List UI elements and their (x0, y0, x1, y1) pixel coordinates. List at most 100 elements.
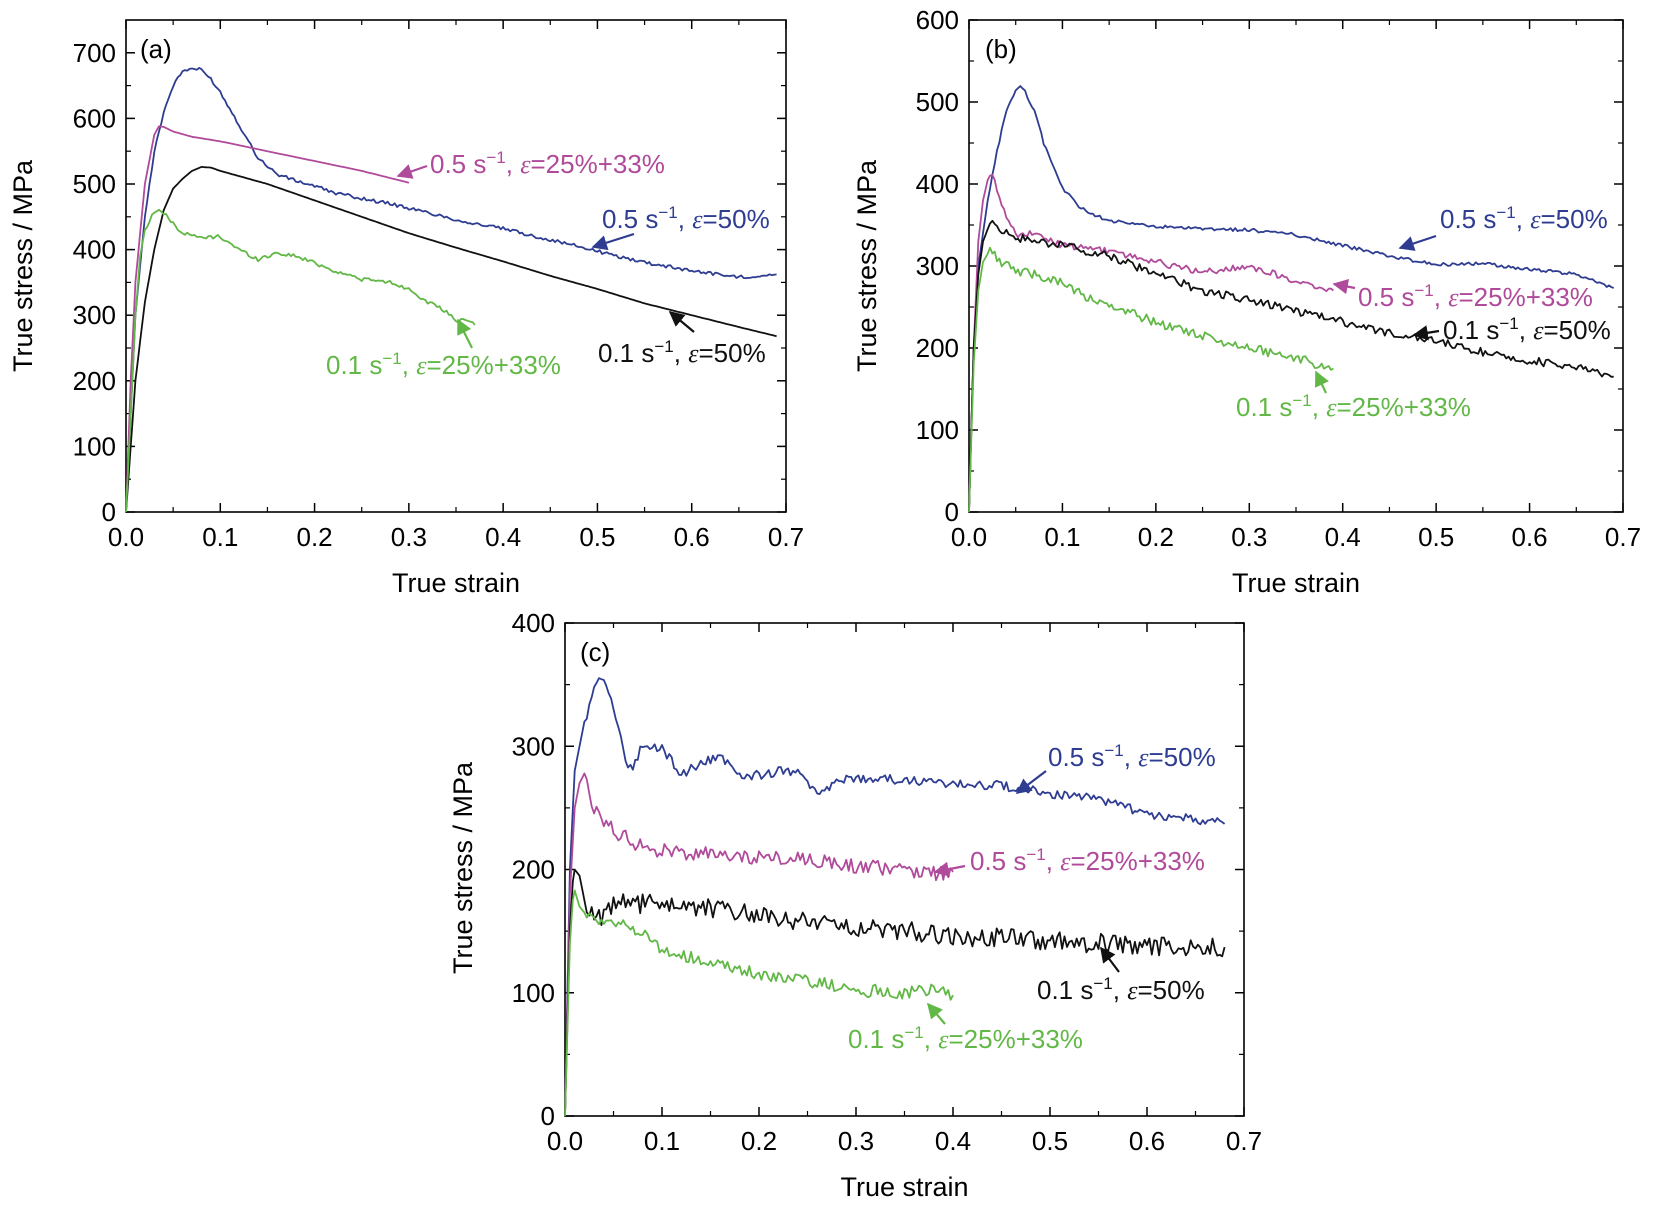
annotation-arrow (396, 164, 428, 179)
y-axis-title: True stress / MPa (852, 159, 882, 372)
y-tick-label: 400 (73, 235, 116, 265)
x-tick-label: 0.2 (741, 1126, 777, 1156)
series-line (564, 868, 1226, 1117)
x-tick-label: 0.3 (1231, 522, 1267, 552)
series-line (564, 677, 1226, 1117)
y-tick-label: 500 (73, 169, 116, 199)
y-tick-label: 0 (102, 497, 116, 527)
annotation-label: 0.5 s−1, ε=50% (1440, 203, 1608, 234)
annotation-arrow (1015, 770, 1047, 794)
series-line (125, 67, 777, 513)
annotation-label: 0.5 s−1, ε=50% (602, 203, 770, 234)
x-tick-label: 0.1 (1044, 522, 1080, 552)
series-annotation: 0.5 s−1, ε=50% (591, 203, 770, 251)
series-annotation: 0.1 s−1, ε=50% (598, 311, 766, 368)
y-tick-label: 200 (512, 855, 555, 885)
x-tick-label: 0.4 (485, 522, 521, 552)
annotation-arrow (668, 311, 695, 333)
chart-panel-2: 0.0 0.1 0.2 0.3 0.4 0.5 0.6 0.7 0 100 200 300 400 500… (852, 5, 1641, 598)
x-axis-title: True strain (840, 1172, 968, 1202)
y-tick-label: 0 (541, 1101, 555, 1131)
y-tick-label: 300 (916, 251, 959, 281)
series-line (968, 246, 1334, 513)
annotation-arrow (1332, 279, 1356, 295)
panel-label: (c) (580, 637, 610, 667)
y-tick-label: 300 (512, 731, 555, 761)
x-tick-label: 0.5 (579, 522, 615, 552)
plot-frame (968, 19, 1624, 513)
series-annotation: 0.1 s−1, ε=50% (1037, 946, 1205, 1005)
y-tick-label: 400 (916, 169, 959, 199)
y-tick-label: 700 (73, 38, 116, 68)
x-tick-label: 0.0 (547, 1126, 583, 1156)
y-tick-label: 500 (916, 87, 959, 117)
annotation-arrow (591, 232, 635, 251)
x-tick-label: 0.7 (768, 522, 804, 552)
x-tick-label: 0.2 (1138, 522, 1174, 552)
y-tick-label: 100 (916, 415, 959, 445)
plot-frame (125, 19, 787, 513)
y-tick-label: 300 (73, 300, 116, 330)
annotation-arrow (1412, 325, 1440, 341)
x-axis-title: True strain (392, 568, 520, 598)
x-tick-label: 0.0 (108, 522, 144, 552)
y-tick-label: 100 (73, 431, 116, 461)
annotation-arrow (1315, 370, 1329, 394)
series-annotation: 0.5 s−1, ε=50% (1398, 203, 1608, 251)
x-tick-label: 0.1 (644, 1126, 680, 1156)
y-tick-label: 200 (916, 333, 959, 363)
x-tick-label: 0.4 (935, 1126, 971, 1156)
panel-label: (b) (985, 34, 1017, 64)
annotation-label: 0.1 s−1, ε=25%+33% (1236, 391, 1471, 422)
chart-panel-3: 0.0 0.1 0.2 0.3 0.4 0.5 0.6 0.7 0 100 200 300 400 Tru… (448, 608, 1262, 1202)
annotation-arrow (457, 318, 473, 349)
annotation-label: 0.1 s−1, ε=50% (598, 337, 766, 368)
x-tick-label: 0.5 (1418, 522, 1454, 552)
x-axis-title: True strain (1232, 568, 1360, 598)
annotation-label: 0.5 s−1, ε=25%+33% (970, 845, 1205, 876)
y-tick-label: 0 (945, 497, 959, 527)
annotation-label: 0.5 s−1, ε=25%+33% (430, 148, 665, 179)
series-annotation: 0.1 s−1, ε=25%+33% (326, 318, 561, 380)
series-annotation: 0.5 s−1, ε=25%+33% (396, 148, 665, 179)
annotation-label: 0.1 s−1, ε=50% (1443, 314, 1611, 345)
annotation-label: 0.5 s−1, ε=50% (1048, 741, 1216, 772)
annotation-label: 0.1 s−1, ε=25%+33% (326, 349, 561, 380)
x-tick-label: 0.1 (202, 522, 238, 552)
series-line (968, 219, 1614, 513)
series-annotation: 0.1 s−1, ε=25%+33% (848, 1002, 1083, 1054)
y-tick-label: 600 (916, 5, 959, 35)
x-tick-label: 0.6 (1511, 522, 1547, 552)
annotation-arrow (927, 1002, 946, 1025)
x-tick-label: 0.7 (1605, 522, 1641, 552)
series-line (125, 208, 476, 513)
series-annotation: 0.1 s−1, ε=50% (1412, 314, 1611, 345)
series-annotation: 0.5 s−1, ε=25%+33% (933, 845, 1205, 877)
series-annotation: 0.5 s−1, ε=50% (1015, 741, 1216, 794)
x-tick-label: 0.6 (1129, 1126, 1165, 1156)
x-tick-label: 0.5 (1032, 1126, 1068, 1156)
panel-label: (a) (140, 34, 172, 64)
y-axis-title: True stress / MPa (448, 761, 478, 974)
series-line (968, 85, 1615, 513)
x-tick-label: 0.3 (838, 1126, 874, 1156)
series-line (125, 125, 410, 513)
series-annotation: 0.1 s−1, ε=25%+33% (1236, 370, 1471, 422)
annotation-arrow (1398, 234, 1437, 251)
y-tick-label: 600 (73, 103, 116, 133)
x-tick-label: 0.4 (1325, 522, 1361, 552)
y-axis-title: True stress / MPa (8, 159, 38, 372)
series-line (125, 166, 777, 513)
x-tick-label: 0.2 (296, 522, 332, 552)
series-line (968, 173, 1334, 513)
annotation-label: 0.1 s−1, ε=50% (1037, 974, 1205, 1005)
annotation-label: 0.5 s−1, ε=25%+33% (1358, 281, 1593, 312)
series-annotation: 0.5 s−1, ε=25%+33% (1332, 279, 1593, 312)
series-line (564, 772, 954, 1117)
annotation-arrow (1100, 946, 1120, 973)
x-tick-label: 0.6 (674, 522, 710, 552)
annotation-arrow (933, 861, 966, 877)
y-tick-label: 100 (512, 978, 555, 1008)
y-tick-label: 200 (73, 366, 116, 396)
